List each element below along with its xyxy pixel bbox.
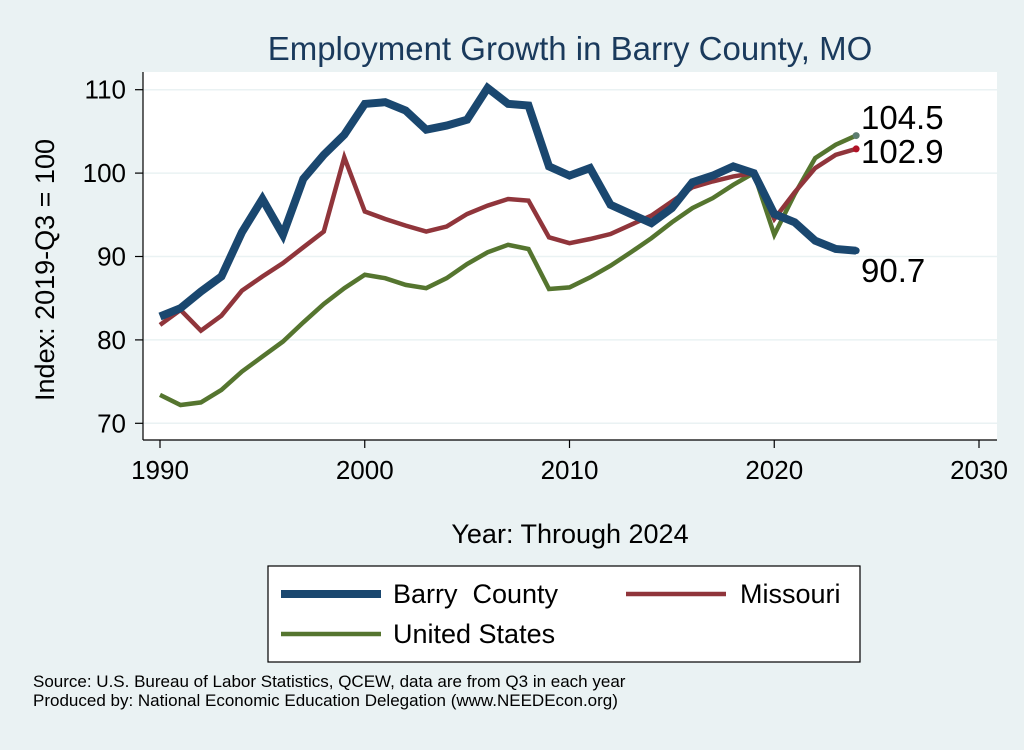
producer-note: Produced by: National Economic Education… (33, 691, 618, 710)
tick-marks: 70 80 90 100 110 1990 2000 2010 2020 2030 (83, 75, 1008, 485)
y-tick-label: 110 (85, 75, 126, 105)
legend-label-barry-county: Barry County (393, 579, 559, 609)
source-note: Source: U.S. Bureau of Labor Statistics,… (33, 672, 626, 691)
x-tick-label: 1990 (131, 455, 189, 485)
chart-title: Employment Growth in Barry County, MO (268, 30, 873, 67)
x-tick-label: 2020 (745, 455, 803, 485)
series-layer (158, 82, 858, 408)
legend-box (267, 565, 861, 663)
end-point-dot (852, 247, 860, 255)
legend-label-united-states: United States (393, 619, 555, 649)
end-value-label: 102.9 (861, 133, 944, 170)
series-line-barry-county (158, 82, 857, 321)
legend: Barry County Missouri United States (267, 565, 861, 663)
series-line-united-states (159, 133, 858, 408)
y-tick-label: 100 (83, 158, 126, 188)
series-line-missouri (158, 146, 857, 334)
x-axis-label: Year: Through 2024 (451, 519, 688, 549)
x-tick-label: 2000 (336, 455, 394, 485)
x-tick-label: 2030 (950, 455, 1008, 485)
y-axis-label: Index: 2019-Q3 = 100 (30, 139, 60, 401)
y-tick-label: 90 (97, 242, 126, 272)
x-tick-label: 2010 (541, 455, 599, 485)
legend-label-missouri: Missouri (740, 579, 841, 609)
y-tick-label: 70 (97, 408, 126, 438)
y-tick-label: 80 (97, 325, 126, 355)
end-value-label: 90.7 (861, 252, 925, 289)
end-point-dot (852, 132, 860, 140)
end-value-label: 104.5 (861, 99, 944, 136)
end-point-dot (852, 145, 860, 153)
